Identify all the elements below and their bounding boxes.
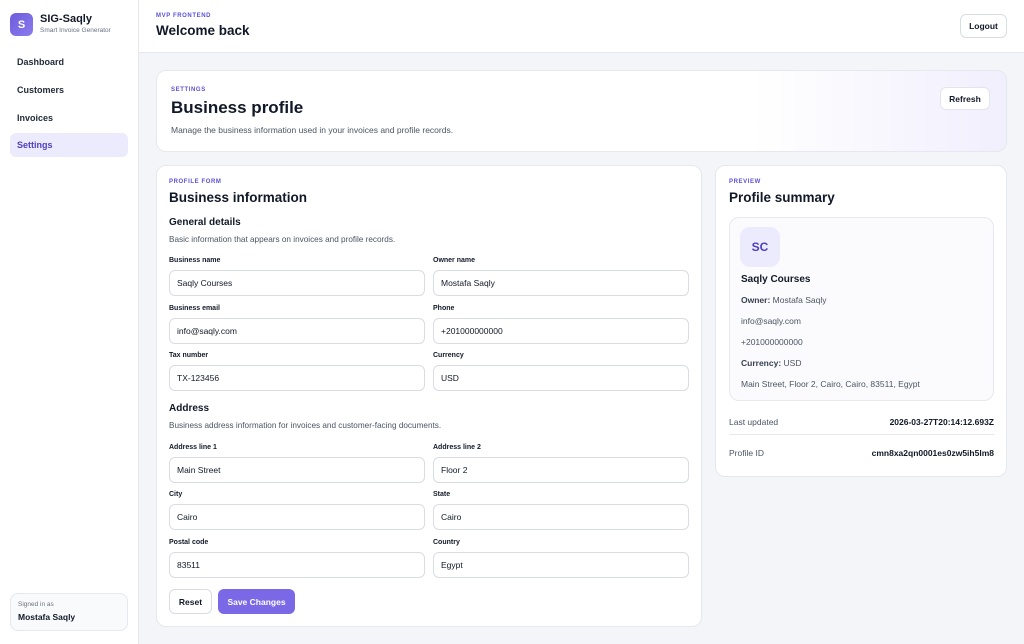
tax-number-input[interactable] [169,365,425,391]
page-title: Welcome back [156,23,250,38]
avatar: SC [740,227,780,267]
brand-logo-icon: S [10,13,33,36]
postal-code-label: Postal code [169,539,209,546]
save-changes-button[interactable]: Save Changes [218,589,295,614]
sidebar-item-dashboard[interactable]: Dashboard [17,57,65,67]
sidebar-item-settings[interactable]: Settings [10,133,128,158]
hero-eyebrow: SETTINGS [171,87,206,93]
general-section-description: Basic information that appears on invoic… [169,235,396,244]
form-title: Business information [169,190,308,205]
topbar: MVP FRONTEND Welcome back Logout [139,0,1024,53]
brand-name: SIG-Saqly [40,13,92,25]
currency-input[interactable] [433,365,689,391]
signed-in-name: Mostafa Saqly [18,612,76,622]
topbar-eyebrow: MVP FRONTEND [156,13,212,19]
sidebar: S SIG-Saqly Smart Invoice Generator Dash… [0,0,139,644]
brand[interactable]: S SIG-Saqly Smart Invoice Generator [10,13,111,36]
brand-subtitle: Smart Invoice Generator [40,27,111,34]
address-line1-label: Address line 1 [169,444,217,451]
summary-owner: Owner: Mostafa Saqly [741,295,827,305]
summary-currency-value: USD [783,358,802,368]
signed-in-label: Signed in as [18,601,54,608]
preview-title: Profile summary [729,190,835,205]
country-label: Country [433,539,460,546]
state-input[interactable] [433,504,689,530]
address-line1-input[interactable] [169,457,425,483]
phone-input[interactable] [433,318,689,344]
city-input[interactable] [169,504,425,530]
profile-id-value: cmn8xa2qn0001es0zw5ih5lm8 [871,447,994,458]
reset-button[interactable]: Reset [169,589,212,614]
summary-owner-label: Owner: [741,295,771,305]
owner-name-label: Owner name [433,257,476,264]
summary-business-name: Saqly Courses [741,274,811,285]
logout-button[interactable]: Logout [960,14,1007,38]
summary-phone: +201000000000 [741,337,803,347]
summary-email: info@saqly.com [741,316,801,326]
currency-label: Currency [433,352,464,359]
tax-number-label: Tax number [169,352,209,359]
business-name-input[interactable] [169,270,425,296]
sidebar-nav: Dashboard Customers Invoices Settings [10,50,128,161]
profile-id-row: Profile ID cmn8xa2qn0001es0zw5ih5lm8 [729,440,994,465]
address-section-title: Address [169,403,210,414]
last-updated-row: Last updated 2026-03-27T20:14:12.693Z [729,410,994,435]
hero-title: Business profile [171,98,304,117]
general-section-title: General details [169,217,241,228]
profile-summary-box: SC Saqly Courses Owner: Mostafa Saqly in… [729,217,994,401]
form-eyebrow: PROFILE FORM [169,179,222,185]
signed-in-box: Signed in as Mostafa Saqly [10,593,128,631]
profile-form-card: PROFILE FORM Business information Genera… [156,165,702,627]
last-updated-label: Last updated [729,417,779,427]
profile-summary-card: PREVIEW Profile summary SC Saqly Courses… [715,165,1007,477]
summary-currency-label: Currency: [741,358,782,368]
settings-hero-card: SETTINGS Business profile Manage the bus… [156,70,1007,152]
hero-description: Manage the business information used in … [171,125,454,135]
summary-address: Main Street, Floor 2, Cairo, Cairo, 8351… [741,379,920,389]
sidebar-item-invoices[interactable]: Invoices [17,112,54,123]
business-email-input[interactable] [169,318,425,344]
phone-label: Phone [433,305,455,312]
preview-eyebrow: PREVIEW [729,179,761,185]
address-line2-label: Address line 2 [433,444,481,451]
business-email-label: Business email [169,305,220,312]
address-line2-input[interactable] [433,457,689,483]
last-updated-value: 2026-03-27T20:14:12.693Z [889,417,994,427]
owner-name-input[interactable] [433,270,689,296]
city-label: City [169,491,183,498]
sidebar-item-customers[interactable]: Customers [17,84,65,95]
address-section-description: Business address information for invoice… [169,421,442,430]
business-name-label: Business name [169,257,221,264]
state-label: State [433,491,451,498]
refresh-button[interactable]: Refresh [940,87,990,110]
summary-owner-value: Mostafa Saqly [772,295,827,305]
profile-id-label: Profile ID [729,447,764,458]
summary-currency: Currency: USD [741,358,801,368]
postal-code-input[interactable] [169,552,425,578]
country-input[interactable] [433,552,689,578]
